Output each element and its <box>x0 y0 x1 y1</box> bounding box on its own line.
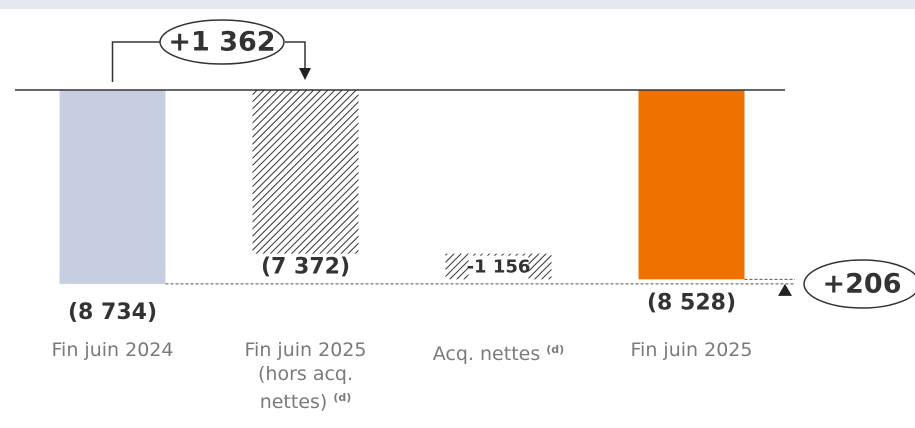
annotation: +206 <box>823 269 902 300</box>
bar <box>252 90 359 254</box>
x-tick-label: Fin juin 2025 <box>612 338 772 362</box>
value-label: -1 156 <box>467 257 531 278</box>
annotation-oval <box>803 259 915 309</box>
bar <box>638 90 745 280</box>
x-tick-label: Acq. nettes (d) <box>419 338 579 366</box>
arrow <box>778 283 792 296</box>
category-text: Fin juin 2025 <box>630 339 753 361</box>
annotation: +1 362 <box>168 27 275 58</box>
arrow <box>299 68 311 80</box>
x-tick-label: Fin juin 2025 (hors acq. nettes) (d) <box>226 338 386 414</box>
category-text: Acq. nettes <box>432 343 541 365</box>
annotation-oval <box>159 19 285 65</box>
value-label: (8 734) <box>68 300 157 325</box>
bar <box>59 90 166 284</box>
category-text: Fin juin 2024 <box>51 339 174 361</box>
value-label: (7 372) <box>261 255 350 280</box>
footnote-mark: (d) <box>333 391 352 404</box>
label-bg <box>263 255 348 280</box>
bracket <box>111 41 306 82</box>
footnote-mark: (d) <box>546 343 565 356</box>
value-label: (8 528) <box>647 290 736 315</box>
label-bg <box>468 255 529 280</box>
category-text: Fin juin 2025 (hors acq. nettes) <box>244 339 367 413</box>
top-band <box>0 0 915 9</box>
x-tick-label: Fin juin 2024 <box>33 338 193 362</box>
